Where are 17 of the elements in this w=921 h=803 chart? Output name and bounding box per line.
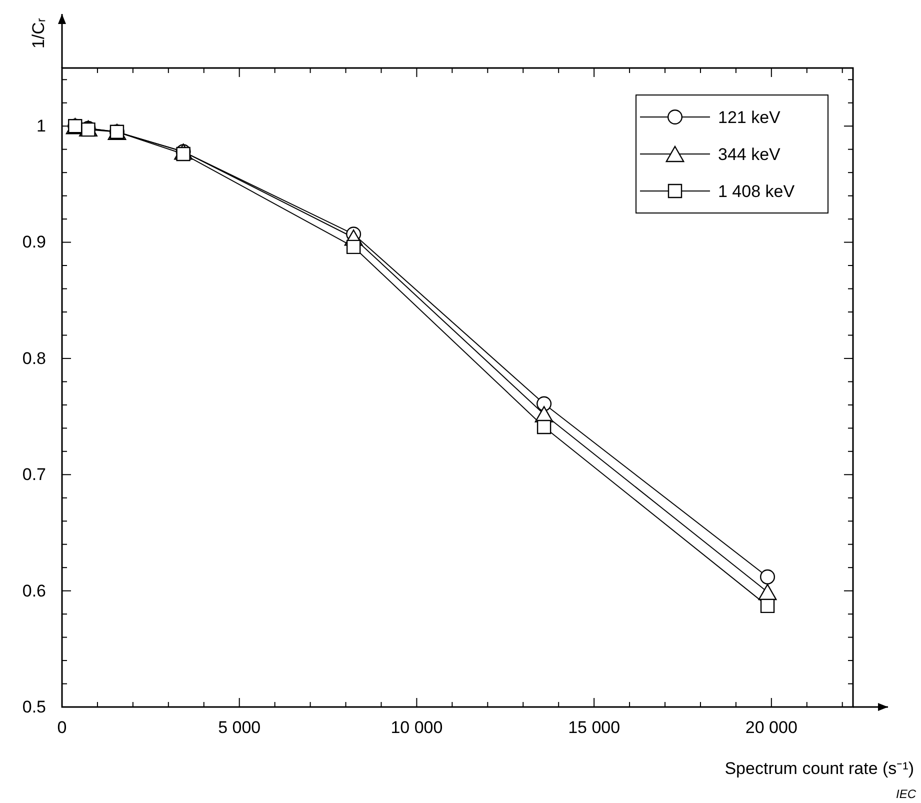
text: IEC: [896, 787, 916, 801]
x-tick-label: 5 000: [218, 718, 261, 738]
y-tick-label: 0.5: [22, 697, 46, 716]
legend-label: 121 keV: [718, 108, 782, 127]
x-tick-label: 10 000: [390, 718, 443, 738]
x-tick-label: 0: [57, 718, 67, 738]
y-tick-label: 1: [36, 116, 46, 136]
x-tick-label: 20 000: [745, 718, 798, 738]
legend-label: 344 keV: [718, 145, 782, 164]
y-axis-title: 1/Cᵣ: [29, 18, 48, 49]
y-tick-label: 0.8: [22, 348, 46, 368]
y-tick-label: 0.9: [22, 232, 46, 252]
y-tick-label: 0.6: [22, 581, 46, 600]
x-axis-title: Spectrum count rate (s⁻¹): [724, 759, 914, 778]
legend-label: 1 408 keV: [718, 182, 796, 201]
x-tick-label: 15 000: [568, 718, 620, 738]
y-tick-label: 0.7: [22, 465, 46, 484]
